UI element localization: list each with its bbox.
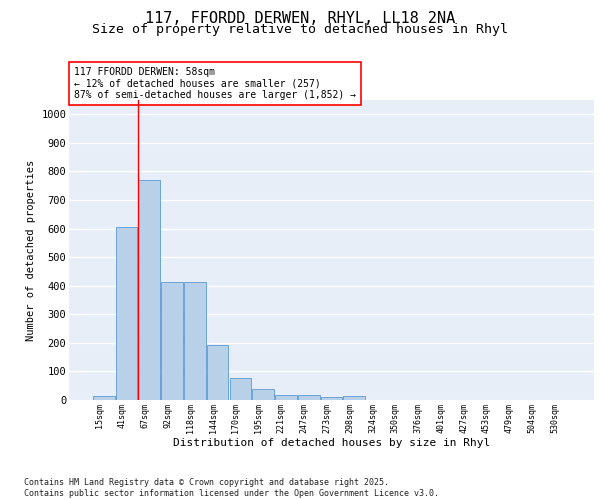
Bar xyxy=(253,388,274,400)
Bar xyxy=(320,396,343,400)
Text: Contains HM Land Registry data © Crown copyright and database right 2025.
Contai: Contains HM Land Registry data © Crown c… xyxy=(24,478,439,498)
Bar xyxy=(343,396,365,400)
Bar xyxy=(298,395,320,400)
Bar xyxy=(161,282,183,400)
Bar xyxy=(207,345,229,400)
Bar xyxy=(275,395,297,400)
Text: 117, FFORDD DERWEN, RHYL, LL18 2NA: 117, FFORDD DERWEN, RHYL, LL18 2NA xyxy=(145,11,455,26)
Text: 117 FFORDD DERWEN: 58sqm
← 12% of detached houses are smaller (257)
87% of semi-: 117 FFORDD DERWEN: 58sqm ← 12% of detach… xyxy=(74,67,356,100)
Bar xyxy=(116,226,137,400)
Bar xyxy=(93,396,115,400)
Bar xyxy=(184,282,206,400)
X-axis label: Distribution of detached houses by size in Rhyl: Distribution of detached houses by size … xyxy=(173,438,490,448)
Y-axis label: Number of detached properties: Number of detached properties xyxy=(26,160,35,340)
Bar xyxy=(139,180,160,400)
Bar xyxy=(230,378,251,400)
Text: Size of property relative to detached houses in Rhyl: Size of property relative to detached ho… xyxy=(92,22,508,36)
